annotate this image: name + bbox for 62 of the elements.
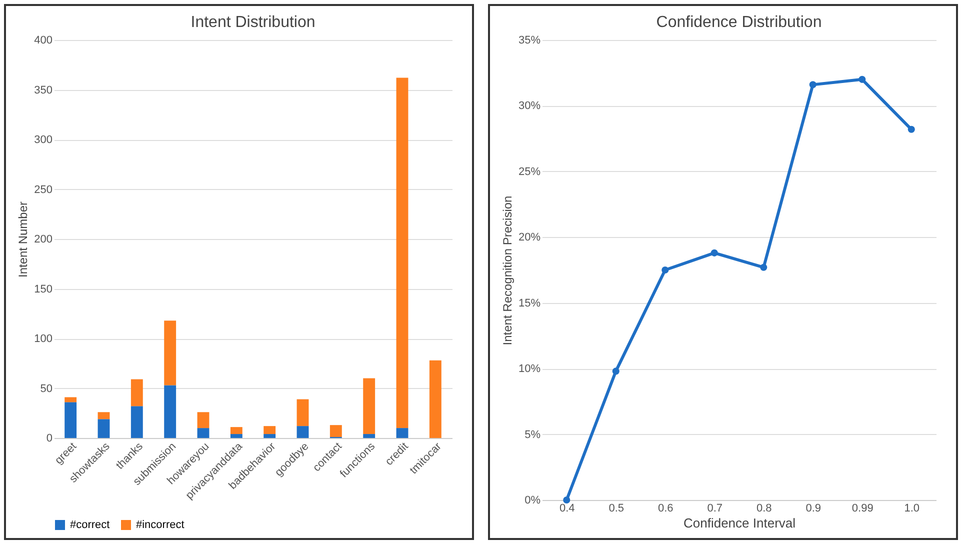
x-tick-label: 0.9 [806, 502, 822, 514]
bar [197, 428, 210, 438]
y-tick-label: 300 [34, 134, 52, 146]
y-tick-label: 350 [34, 84, 52, 96]
bar [98, 419, 110, 438]
point [908, 126, 915, 133]
bar [230, 434, 242, 438]
y-axis-title: Intent Number [16, 201, 30, 278]
y-tick-label: 100 [34, 333, 52, 345]
y-tick-label: 0% [524, 494, 541, 506]
point [858, 76, 866, 83]
bar [164, 385, 176, 438]
y-tick-label: 20% [518, 232, 541, 244]
legend-label: #incorrect [136, 519, 184, 531]
bar [429, 360, 442, 438]
y-tick-label: 200 [34, 234, 52, 246]
y-tick-label: 50 [40, 382, 52, 395]
x-tick-label: 0.5 [608, 502, 624, 514]
point [612, 368, 620, 375]
point [662, 266, 669, 274]
chart-title: Intent Distribution [190, 14, 316, 31]
bar [363, 434, 376, 438]
x-tick-label: 0.99 [852, 502, 874, 514]
bar [64, 402, 77, 438]
chart-title: Confidence Distribution [656, 14, 822, 31]
y-tick-label: 25% [518, 166, 541, 178]
y-tick-label: 30% [518, 100, 541, 112]
point [760, 264, 768, 271]
bar [396, 428, 408, 438]
x-tick-label: 0.4 [559, 502, 575, 514]
bar [164, 320, 176, 386]
bar [264, 426, 276, 434]
y-tick-label: 15% [518, 297, 541, 310]
y-tick-label: 0 [46, 432, 52, 444]
point [563, 496, 570, 504]
bar [64, 397, 77, 402]
bar [330, 425, 342, 438]
point [710, 249, 718, 256]
bar [130, 379, 143, 406]
x-tick-label: 0.8 [756, 502, 772, 514]
point [809, 81, 816, 88]
x-tick-label: 1.0 [904, 502, 920, 514]
bar [130, 406, 143, 438]
y-tick-label: 35% [518, 34, 541, 46]
legend-label: #correct [70, 519, 110, 531]
y-tick-label: 400 [34, 34, 52, 46]
bar [98, 412, 110, 420]
bar [230, 427, 242, 434]
y-tick-label: 150 [34, 283, 52, 296]
bar [197, 412, 210, 428]
x-tick-label: 0.7 [707, 502, 723, 514]
bar [396, 78, 408, 428]
x-axis-title: Confidence Interval [683, 516, 796, 530]
y-axis-title: Intent Recognition Precision [500, 196, 514, 346]
y-tick-label: 10% [518, 363, 541, 376]
bar [296, 426, 309, 438]
y-tick-label: 5% [524, 428, 541, 441]
bar [363, 378, 376, 434]
x-tick-label: 0.6 [658, 502, 674, 514]
bar [264, 434, 276, 438]
bar [296, 399, 309, 426]
y-tick-label: 250 [34, 184, 52, 196]
